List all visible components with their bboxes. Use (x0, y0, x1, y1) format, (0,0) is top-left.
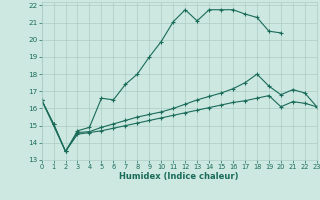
X-axis label: Humidex (Indice chaleur): Humidex (Indice chaleur) (119, 172, 239, 181)
